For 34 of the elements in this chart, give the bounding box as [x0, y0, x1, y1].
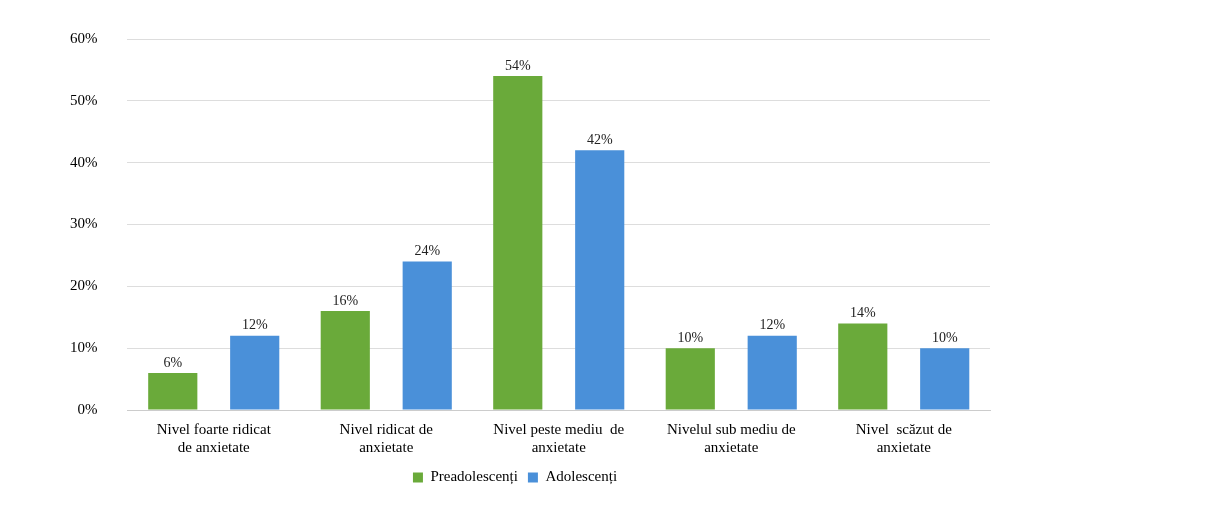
bar — [575, 150, 625, 410]
data-label: 14% — [849, 305, 876, 321]
data-label: 10% — [931, 329, 958, 345]
x-tick-label: Nivelul sub mediu de anxietate — [666, 420, 796, 455]
bar — [320, 311, 370, 410]
data-label: 24% — [414, 243, 441, 259]
y-tick-label: 30% — [70, 215, 98, 232]
bar — [920, 348, 970, 410]
legend-label: Adolescenți — [545, 468, 618, 486]
data-label: 12% — [759, 317, 786, 333]
data-label: 16% — [332, 292, 359, 308]
data-label: 6% — [163, 354, 183, 370]
data-label: 42% — [586, 131, 613, 147]
y-tick-label: 50% — [70, 91, 98, 108]
bar — [148, 372, 198, 410]
bar — [230, 335, 280, 410]
y-tick-label: 60% — [70, 29, 98, 46]
bar — [493, 76, 543, 410]
y-tick-label: 40% — [70, 153, 98, 170]
x-tick-label: Nivel ridicat de anxietate — [339, 420, 434, 455]
legend-label: Preadolescenți — [430, 468, 518, 486]
bar — [838, 323, 888, 410]
y-tick-label: 20% — [70, 277, 98, 294]
x-tick-label: Nivel scăzut de anxietate — [855, 420, 953, 455]
bar — [665, 348, 715, 410]
bar — [402, 261, 452, 410]
bar — [747, 335, 797, 410]
x-tick-label: Nivel foarte ridicat de anxietate — [156, 420, 272, 455]
data-label: 54% — [504, 57, 531, 73]
data-label: 10% — [677, 329, 704, 345]
x-tick-label: Nivel peste mediu de anxietate — [493, 420, 625, 455]
data-label: 12% — [241, 317, 268, 333]
y-tick-label: 0% — [77, 400, 98, 417]
y-tick-label: 10% — [70, 339, 98, 356]
